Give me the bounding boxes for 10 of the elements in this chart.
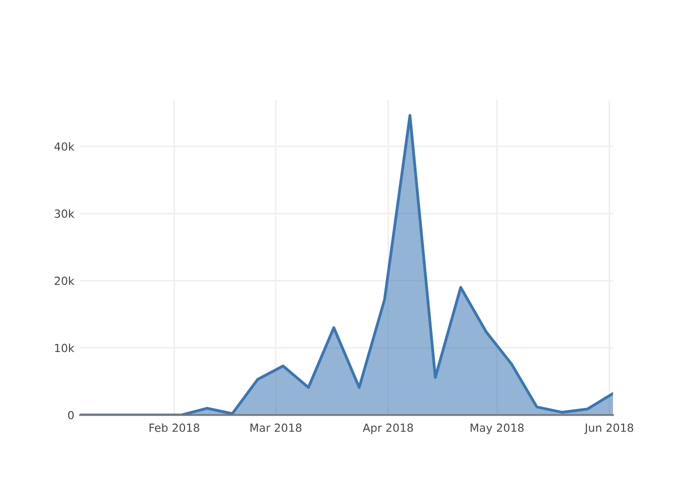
y-tick-label: 30k — [54, 209, 74, 218]
y-tick-label: 10k — [55, 344, 74, 352]
x-tick-label: May 2018 — [470, 424, 524, 434]
y-tick-label: 20k — [54, 276, 74, 286]
y-tick-label: 40k — [54, 142, 74, 151]
x-tick-label: Mar 2018 — [250, 424, 302, 432]
x-tick-label: Apr 2018 — [362, 424, 413, 434]
x-tick-label: Feb 2018 — [150, 423, 200, 432]
y-tick-label: 0 — [68, 410, 74, 420]
x-tick-label: Jun 2018 — [584, 424, 634, 434]
